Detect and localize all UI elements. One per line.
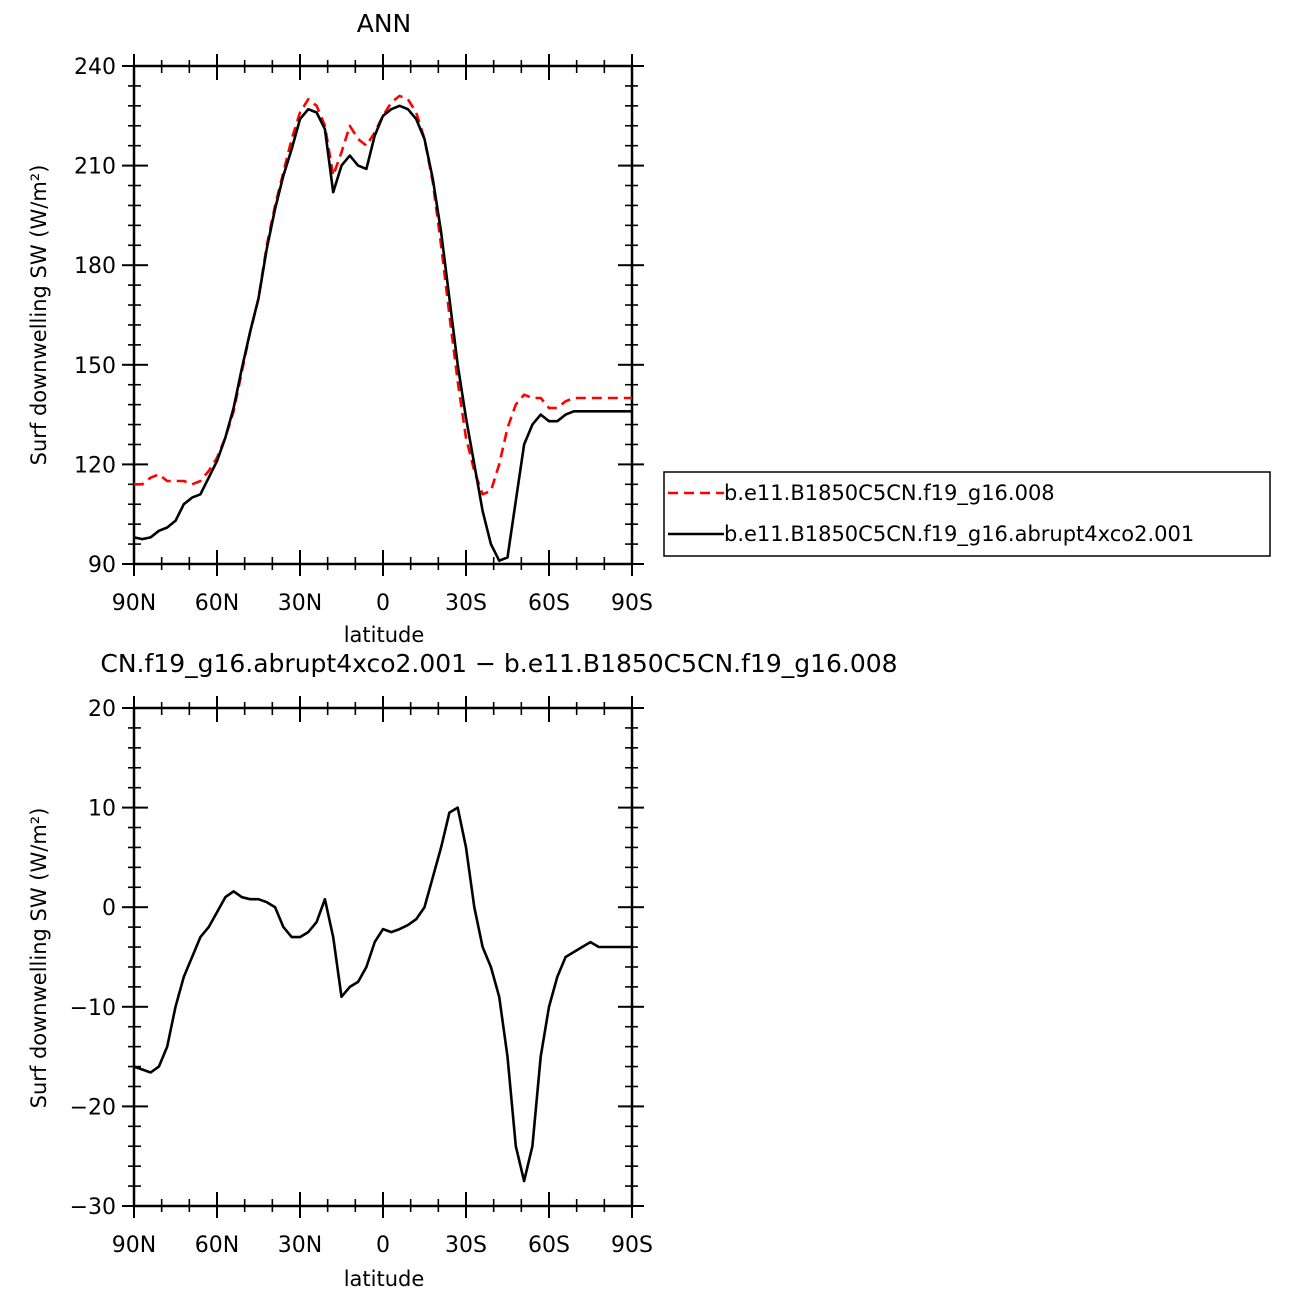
top-y-tick-label: 150 — [74, 354, 116, 379]
bottom-y-tick-label: 20 — [88, 697, 116, 722]
abrupt4xco2-series-line — [133, 104, 632, 563]
top-y-axis-label: Surf downwelling SW (W/m²) — [27, 165, 51, 466]
bottom-y-tick-label: 10 — [88, 797, 116, 822]
bottom-panel: CN.f19_g16.abrupt4xco2.001 − b.e11.B1850… — [27, 649, 898, 1291]
legend-label-control: b.e11.B1850C5CN.f19_g16.008 — [724, 481, 1055, 506]
top-y-tick-label: 240 — [74, 55, 116, 80]
bottom-x-tick-label: 90S — [611, 1233, 653, 1258]
top-y-tick-label: 180 — [74, 254, 116, 279]
top-x-tick-label: 0 — [376, 591, 390, 616]
top-x-tick-label: 60N — [195, 591, 239, 616]
bottom-x-tick-label: 30S — [445, 1233, 487, 1258]
top-x-tick-label: 90S — [611, 591, 653, 616]
bottom-x-tick-label: 0 — [376, 1233, 390, 1258]
control-series-line — [134, 94, 632, 496]
bottom-series-lines — [133, 806, 632, 1183]
legend-label-4xco2: b.e11.B1850C5CN.f19_g16.abrupt4xco2.001 — [724, 522, 1194, 547]
top-x-tick-label: 30N — [278, 591, 322, 616]
top-y-tick-label: 120 — [74, 453, 116, 478]
bottom-y-tick-label: −10 — [70, 996, 116, 1021]
top-x-tick-label: 60S — [528, 591, 570, 616]
top-panel: ANN latitude Surf downwelling SW (W/m²) … — [27, 9, 653, 647]
difference-series-line — [133, 806, 632, 1183]
bottom-x-tick-label: 30N — [278, 1233, 322, 1258]
bottom-y-axis-label: Surf downwelling SW (W/m²) — [27, 808, 51, 1109]
top-axis-ticks: 90 120 150 180 210 240 90N 60N 30N 0 30S 60S 90S — [74, 54, 653, 616]
bottom-x-tick-label: 60N — [195, 1233, 239, 1258]
top-x-tick-label: 30S — [445, 591, 487, 616]
top-series-lines — [133, 94, 632, 563]
top-x-axis-label: latitude — [344, 623, 425, 647]
top-x-tick-label: 90N — [112, 591, 156, 616]
legend: b.e11.B1850C5CN.f19_g16.008 b.e11.B1850C… — [663, 471, 1271, 557]
bottom-y-tick-label: −20 — [70, 1095, 116, 1120]
top-chart-title: ANN — [357, 9, 412, 38]
bottom-plot-frame — [132, 706, 634, 1208]
legend-box — [663, 471, 1271, 557]
bottom-x-axis-label: latitude — [344, 1267, 425, 1291]
bottom-y-tick-label: 0 — [102, 896, 116, 921]
bottom-x-tick-label: 60S — [528, 1233, 570, 1258]
top-y-tick-label: 90 — [88, 553, 116, 578]
top-plot-frame — [132, 64, 634, 566]
top-y-tick-label: 210 — [74, 155, 116, 180]
bottom-axis-ticks: −30 −20 −10 0 10 20 90N 60N 30N 0 30S 60S 90S — [70, 696, 653, 1258]
bottom-y-tick-label: −30 — [70, 1195, 116, 1220]
bottom-x-tick-label: 90N — [112, 1233, 156, 1258]
bottom-chart-title: CN.f19_g16.abrupt4xco2.001 − b.e11.B1850… — [100, 649, 897, 678]
